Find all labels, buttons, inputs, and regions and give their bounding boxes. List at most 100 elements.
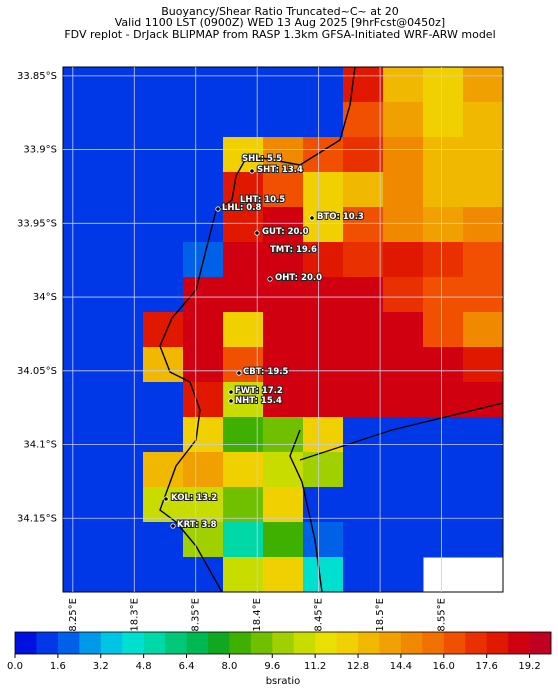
cell: [303, 102, 344, 138]
title-line: Valid 1100 LST (0900Z) WED 13 Aug 2025 […: [115, 16, 445, 29]
cell: [463, 242, 504, 278]
colorbar-tick-label: 0.0: [7, 661, 23, 672]
y-tick-label: 34.1°S: [23, 440, 57, 451]
cell: [423, 242, 464, 278]
cell: [183, 172, 224, 208]
colorbar-tick-label: 19.2: [518, 661, 540, 672]
cell: [143, 102, 184, 138]
colorbar-swatch: [250, 632, 273, 654]
cell: [343, 347, 384, 383]
colorbar-swatch: [315, 632, 337, 654]
x-tick-label: 18.5°E: [375, 598, 386, 632]
station-label: LHL: 0.8: [222, 203, 261, 213]
cell: [383, 242, 424, 278]
station-dot: [249, 168, 255, 174]
cell: [143, 452, 184, 488]
cell: [383, 67, 424, 103]
colorbar-swatch: [379, 632, 402, 654]
colorbar-tick-label: 8.0: [221, 661, 237, 672]
colorbar-swatch: [443, 632, 466, 654]
cell: [223, 312, 264, 348]
cell: [103, 522, 144, 558]
cell: [343, 382, 384, 418]
station-dot: [309, 215, 315, 221]
cell: [463, 102, 504, 138]
cell: [183, 347, 224, 383]
colorbar-tick-label: 6.4: [179, 661, 195, 672]
colorbar-tick-label: 16.0: [433, 661, 455, 672]
station-dot: [163, 496, 169, 502]
cell: [343, 312, 384, 348]
colorbar-tick-label: 1.6: [50, 661, 66, 672]
colorbar-swatch: [400, 632, 423, 654]
cell: [143, 557, 184, 593]
cell: [383, 312, 424, 348]
cell: [183, 452, 224, 488]
colorbar-frame: [14, 631, 552, 655]
cell: [263, 242, 304, 278]
x-tick-label: 18.25°E: [68, 598, 79, 638]
cell: [223, 277, 264, 313]
colorbar-swatch: [229, 632, 252, 654]
cell: [103, 242, 144, 278]
cell: [103, 172, 144, 208]
cell: [303, 487, 344, 523]
cell: [263, 382, 304, 418]
cell: [103, 312, 144, 348]
colorbar-swatch: [336, 632, 359, 654]
cell: [423, 102, 464, 138]
cell: [63, 207, 104, 243]
colorbar-tick-label: 14.4: [390, 661, 412, 672]
cell: [343, 67, 384, 103]
cell: [343, 487, 384, 523]
cell: [303, 382, 344, 418]
cell: [63, 382, 104, 418]
cell: [383, 522, 424, 558]
station-label: KOL: 13.2: [171, 493, 217, 503]
cell: [423, 67, 464, 103]
coastline: [289, 429, 323, 593]
title-line: FDV replot - DrJack BLIPMAP from RASP 1.…: [64, 28, 495, 41]
cell: [383, 102, 424, 138]
cell: [143, 487, 184, 523]
cell: [103, 487, 144, 523]
cell: [63, 172, 104, 208]
cell: [143, 172, 184, 208]
cell: [263, 487, 304, 523]
station-dot: [228, 389, 234, 395]
cell: [183, 207, 224, 243]
colorbar-swatch: [79, 632, 102, 654]
y-tick-label: 34.05°S: [17, 366, 57, 377]
cell: [383, 172, 424, 208]
cell: [463, 312, 504, 348]
cell: [303, 347, 344, 383]
cell: [143, 312, 184, 348]
station-label: LHT: 10.5: [240, 195, 285, 205]
y-tick-label: 34°S: [33, 292, 57, 303]
cell: [223, 522, 264, 558]
cell: [63, 102, 104, 138]
y-tick-label: 33.95°S: [17, 218, 57, 229]
cell: [223, 242, 264, 278]
y-tick-label: 33.85°S: [17, 71, 57, 82]
cell: [423, 522, 464, 558]
cell: [383, 557, 424, 593]
cell: [223, 207, 264, 243]
cell: [223, 452, 264, 488]
cell: [423, 277, 464, 313]
map-frame: [62, 66, 504, 593]
cell: [183, 137, 224, 173]
cell: [103, 557, 144, 593]
cell: [103, 102, 144, 138]
cell: [463, 522, 504, 558]
cell: [223, 487, 264, 523]
station-label: SHL: 5.5: [242, 154, 282, 164]
station-dot: [170, 523, 176, 529]
colorbar-swatch: [358, 632, 380, 654]
station-dot: [228, 398, 234, 404]
cell: [463, 347, 504, 383]
colorbar-tick-label: 12.8: [347, 661, 369, 672]
colorbar-swatch: [422, 632, 445, 654]
cell: [463, 67, 504, 103]
cell: [423, 347, 464, 383]
